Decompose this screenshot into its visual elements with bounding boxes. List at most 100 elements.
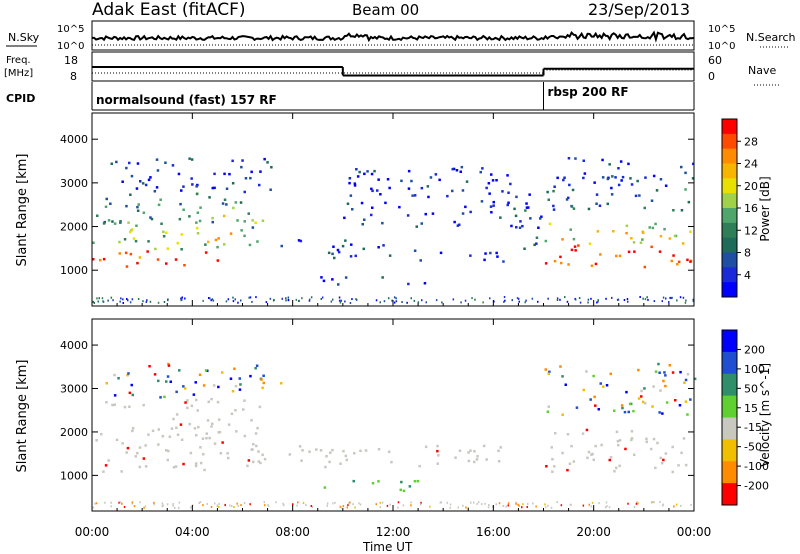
cell-15 — [353, 184, 357, 187]
cell-13 — [567, 196, 570, 200]
near-range-cell — [590, 297, 592, 300]
cell-15 — [373, 169, 376, 173]
near-range-cell — [505, 505, 507, 508]
power-ylabel: Slant Range [km] — [15, 154, 30, 267]
cell-15 — [453, 220, 456, 224]
cell-15 — [420, 186, 424, 190]
near-range-cell — [379, 301, 381, 304]
cell-15 — [410, 179, 413, 183]
near-range-cell — [410, 501, 412, 504]
near-range-cell — [484, 502, 486, 505]
near-range-cell — [470, 501, 472, 504]
near-range-cell — [167, 299, 169, 302]
near-range-cell — [665, 297, 667, 300]
cell-14 — [617, 183, 621, 187]
cell-5 — [597, 408, 600, 411]
cell-14 — [614, 176, 617, 179]
cell-15 — [525, 206, 529, 209]
cell-15 — [501, 190, 504, 193]
cell-1 — [194, 381, 197, 384]
cell-1 — [166, 375, 170, 378]
cell-9 — [381, 276, 384, 279]
cell-15 — [460, 165, 464, 169]
cell-5 — [559, 365, 562, 368]
cell-8 — [483, 258, 486, 262]
cell-15 — [398, 205, 401, 209]
cpid-segment-rbsp: rbsp 200 RF — [548, 85, 629, 99]
cell-15 — [451, 167, 454, 171]
near-range-cell — [623, 299, 626, 301]
cell-1 — [192, 393, 196, 396]
near-range-cell — [598, 502, 600, 505]
ytick-label-2000: 2000 — [60, 221, 88, 234]
cell-5 — [241, 159, 244, 162]
cell-5 — [243, 190, 246, 194]
cell-1 — [178, 369, 181, 372]
cell-4 — [211, 220, 214, 224]
cell-5 — [582, 388, 585, 392]
near-range-cell — [249, 296, 252, 299]
near-range-cell — [662, 503, 665, 506]
near-range-cell — [332, 502, 334, 505]
cell-5 — [225, 187, 229, 190]
cell-15 — [488, 192, 491, 195]
cell-5 — [147, 178, 151, 182]
cell-15 — [386, 178, 390, 181]
cell-2 — [329, 451, 332, 454]
cell-10 — [533, 243, 536, 247]
cell-3 — [131, 228, 134, 231]
near-range-cell — [145, 301, 148, 303]
cell-15 — [355, 168, 358, 171]
cell-1 — [260, 378, 263, 381]
cell-0 — [250, 419, 253, 422]
cell-5 — [164, 161, 167, 164]
cell-15 — [411, 194, 414, 197]
cell-7 — [413, 249, 417, 252]
near-range-cell — [184, 297, 186, 300]
near-range-cell — [181, 296, 183, 299]
velocity-colorbar-label: Velocity [m s^-1] — [758, 363, 772, 467]
near-range-cell — [202, 299, 204, 302]
cell-3 — [132, 237, 136, 240]
near-range-cell — [690, 503, 692, 506]
near-range-cell — [107, 299, 109, 302]
cell-4 — [119, 221, 122, 224]
cell-3 — [196, 232, 200, 235]
cell-0 — [217, 418, 221, 421]
ytick-label-1000: 1000 — [60, 469, 88, 482]
cell-13 — [587, 207, 591, 211]
cell-7 — [382, 244, 385, 247]
cell-4 — [649, 447, 653, 451]
near-range-cell — [452, 298, 455, 301]
cell-4 — [662, 458, 665, 462]
near-range-cell — [202, 504, 204, 507]
near-range-cell — [232, 300, 235, 303]
cell-11 — [599, 253, 602, 256]
near-range-cell — [627, 300, 629, 303]
cell-4 — [566, 433, 570, 436]
near-range-cell — [465, 506, 467, 509]
cell-15 — [510, 224, 513, 228]
cell-1 — [163, 395, 166, 399]
near-range-cell — [232, 296, 234, 299]
cell-0 — [205, 432, 208, 435]
cell-8 — [495, 251, 498, 255]
cell-5 — [628, 402, 632, 406]
cell-5 — [231, 182, 235, 185]
cell-13 — [547, 198, 550, 201]
cell-12 — [561, 238, 564, 241]
cell-4 — [671, 470, 674, 474]
cell-0 — [227, 423, 231, 426]
cell-4 — [572, 460, 576, 463]
velocity-colorbar-swatch-4 — [722, 417, 737, 440]
cell-0 — [124, 251, 128, 255]
cell-2 — [331, 448, 334, 452]
cell-4 — [568, 462, 572, 465]
cell-0 — [257, 460, 260, 463]
cell-3 — [154, 247, 157, 251]
cell-1 — [182, 385, 185, 388]
near-range-cell — [662, 296, 665, 299]
cell-5 — [213, 172, 216, 176]
cell-4 — [664, 452, 668, 455]
near-range-cell — [251, 300, 253, 303]
